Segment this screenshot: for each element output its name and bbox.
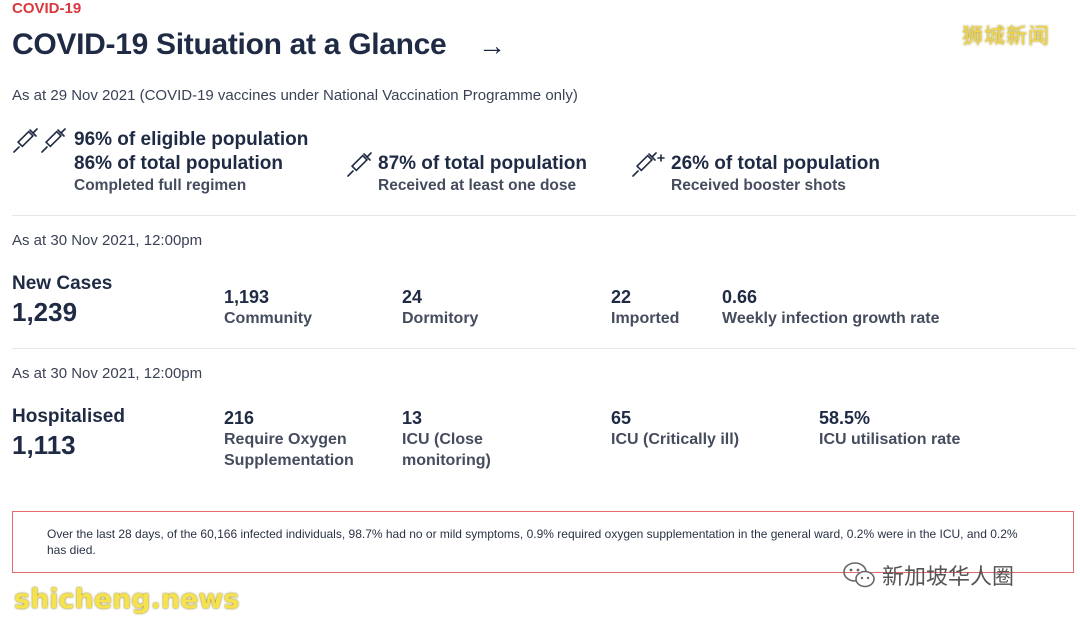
stat-value: 0.66 <box>722 287 758 307</box>
stat-icu-utilisation: 58.5% ICU utilisation rate <box>819 408 960 450</box>
stat-community: 1,193 Community <box>224 287 312 329</box>
watermark-top-right: 狮城新闻 <box>962 24 1050 48</box>
stat-imported: 22 Imported <box>611 287 679 329</box>
page-title[interactable]: COVID-19 Situation at a Glance <box>12 28 447 61</box>
booster-caption: Received booster shots <box>671 177 846 194</box>
stat-growth-rate: 0.66 Weekly infection growth rate <box>722 287 940 329</box>
stat-value: 65 <box>611 408 632 428</box>
wechat-icon <box>843 562 875 588</box>
stat-label: ICU utilisation rate <box>819 431 961 448</box>
new-cases-as-at: As at 30 Nov 2021, 12:00pm <box>12 232 203 249</box>
stat-label: Dormitory <box>402 310 479 327</box>
vaccination-full-regimen: 96% of eligible population 86% of total … <box>12 128 308 196</box>
stat-value: 216 <box>224 408 255 428</box>
divider <box>12 348 1076 349</box>
hospitalised-as-at: As at 30 Nov 2021, 12:00pm <box>12 365 203 382</box>
stat-value: 58.5% <box>819 408 871 428</box>
arrow-right-icon[interactable]: → <box>478 30 506 61</box>
stat-label: Community <box>224 310 312 327</box>
stat-value: 13 <box>402 408 423 428</box>
booster-pct: 26% of total population <box>671 153 880 174</box>
new-cases-label: New Cases <box>12 273 113 294</box>
stat-value: 22 <box>611 287 632 307</box>
divider <box>12 215 1076 216</box>
one-dose-pct: 87% of total population <box>378 153 587 174</box>
vaccination-one-dose: 87% of total population Received at leas… <box>346 152 587 196</box>
stat-value: 1,193 <box>224 287 270 307</box>
full-caption: Completed full regimen <box>74 177 247 194</box>
outcomes-note: Over the last 28 days, of the 60,166 inf… <box>12 511 1074 573</box>
double-syringe-icon <box>13 128 66 153</box>
stat-label: Weekly infection growth rate <box>722 310 940 327</box>
stat-label: ICU (Critically ill) <box>611 431 740 448</box>
stat-oxygen: 216 Require Oxygen Supplementation <box>224 408 364 471</box>
one-dose-caption: Received at least one dose <box>378 177 577 194</box>
stat-label: Require Oxygen Supplementation <box>224 431 354 469</box>
stat-value: 24 <box>402 287 423 307</box>
full-total-pct: 86% of total population <box>74 153 283 174</box>
note-text: Over the last 28 days, of the 60,166 inf… <box>47 527 1018 557</box>
new-cases-total: 1,239 <box>12 297 78 327</box>
stat-label: ICU (Close monitoring) <box>402 431 491 469</box>
hospitalised-label: Hospitalised <box>12 406 125 427</box>
stat-label: Imported <box>611 310 680 327</box>
stat-icu-critical: 65 ICU (Critically ill) <box>611 408 739 450</box>
section-eyebrow: COVID-19 <box>12 0 82 17</box>
wechat-label: 新加坡华人圈 <box>882 565 1015 590</box>
watermark-wechat: 新加坡华人圈 <box>842 559 1014 591</box>
watermark-bottom-left: shicheng.news <box>14 584 240 615</box>
stat-dormitory: 24 Dormitory <box>402 287 478 329</box>
syringe-icon <box>347 152 372 177</box>
syringe-plus-icon <box>632 152 665 177</box>
hospitalised-total: 1,113 <box>12 430 76 460</box>
vaccination-booster: 26% of total population Received booster… <box>631 152 880 196</box>
full-eligible-pct: 96% of eligible population <box>74 129 309 150</box>
vaccination-as-at: As at 29 Nov 2021 (COVID-19 vaccines und… <box>12 87 578 104</box>
stat-icu-close: 13 ICU (Close monitoring) <box>402 408 512 471</box>
